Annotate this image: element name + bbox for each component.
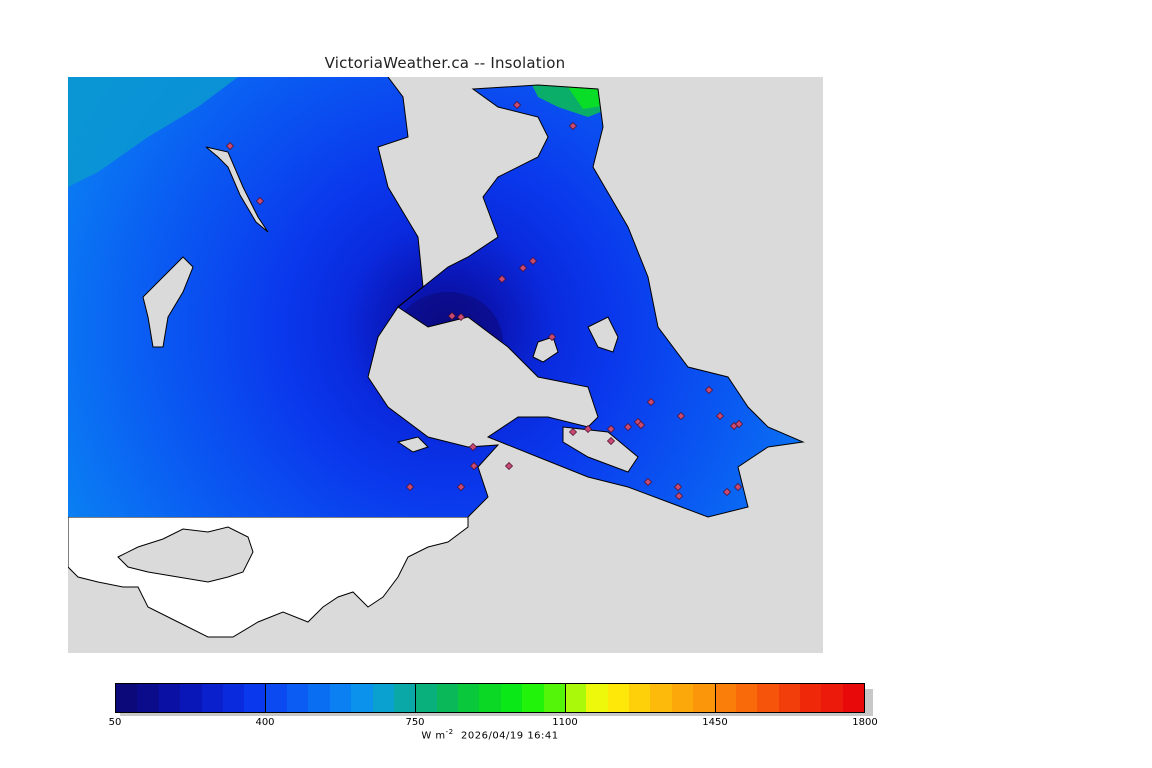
colorbar-cell [116,684,138,712]
station-diamond-icon [643,477,653,487]
colorbar-cell [778,684,800,712]
colorbar-cell [671,684,694,712]
colorbar-tick [415,683,416,713]
station-diamond-icon [512,100,522,110]
colorbar-label-min: 50 [108,717,122,728]
colorbar-cells [115,683,865,713]
colorbar-label-1100: 1100 [552,717,578,728]
station-diamond-icon [518,263,528,273]
colorbar-tick [265,683,266,713]
station-diamond-icon [676,411,686,421]
station-diamond-icon [225,141,235,151]
station-diamond-icon [547,332,557,342]
station-diamond-icon [469,461,479,471]
station-diamond-icon [497,274,507,284]
colorbar-cell [800,684,822,712]
station-diamond-icon [636,420,646,430]
colorbar-tick [715,683,716,713]
colorbar-cell [393,684,416,712]
station-diamond-icon [583,424,593,434]
station-diamond-icon [722,487,732,497]
station-diamond-icon [606,436,616,446]
colorbar-cell [180,684,202,712]
colorbar-cell [650,684,672,712]
colorbar-cell [586,684,608,712]
lake-outline [117,526,254,583]
colorbar [115,683,873,716]
colorbar-cell [415,684,437,712]
colorbar-cell [714,684,736,712]
colorbar-cell [735,684,758,712]
colorbar-cell [607,684,629,712]
insolation-map [68,77,823,653]
station-diamond-icon [704,385,714,395]
colorbar-cell [201,684,223,712]
colorbar-cell [351,684,373,712]
colorbar-label-400: 400 [255,717,275,728]
colorbar-cell [629,684,651,712]
colorbar-label-1450: 1450 [702,717,728,728]
colorbar-cell [372,684,394,712]
colorbar-cell [693,684,715,712]
station-diamond-icon [504,461,514,471]
station-diamond-icon [734,419,744,429]
colorbar-cell [821,684,843,712]
footer-units-timestamp: W m-2 2026/04/19 16:41 [0,728,980,741]
colorbar-cell [564,684,587,712]
station-diamond-icon [568,427,578,437]
units-label: W m [421,730,446,742]
colorbar-cell [287,684,309,712]
colorbar-label-750: 750 [405,717,425,728]
colorbar-cell [522,684,544,712]
station-diamond-icon [606,424,616,434]
station-diamond-icon [456,312,466,322]
station-diamond-icon [733,482,743,492]
colorbar-cell [436,684,458,712]
colorbar-cell [842,684,865,712]
timestamp: 2026/04/19 16:41 [461,730,559,742]
colorbar-cell [265,684,287,712]
station-diamond-icon [255,196,265,206]
colorbar-tick [565,683,566,713]
station-markers [225,100,744,501]
colorbar-cell [458,684,480,712]
colorbar-cell [329,684,352,712]
units-exponent: -2 [445,728,454,736]
colorbar-cell [308,684,330,712]
colorbar-cell [222,684,245,712]
station-diamond-icon [715,411,725,421]
station-diamond-icon [468,442,478,452]
colorbar-cell [137,684,159,712]
station-diamond-icon [646,397,656,407]
colorbar-label-max: 1800 [852,717,878,728]
station-diamond-icon [623,422,633,432]
station-diamond-icon [528,256,538,266]
station-diamond-icon [405,482,415,492]
station-diamond-icon [568,121,578,131]
station-diamond-icon [673,482,683,492]
colorbar-cell [158,684,181,712]
colorbar-cell [543,684,565,712]
map-title: VictoriaWeather.ca -- Insolation [324,54,566,72]
colorbar-cell [244,684,266,712]
colorbar-cell [757,684,779,712]
coastlines [142,77,805,518]
station-diamond-icon [674,491,684,501]
colorbar-cell [500,684,523,712]
station-diamond-icon [447,311,457,321]
station-diamond-icon [456,482,466,492]
colorbar-cell [479,684,501,712]
